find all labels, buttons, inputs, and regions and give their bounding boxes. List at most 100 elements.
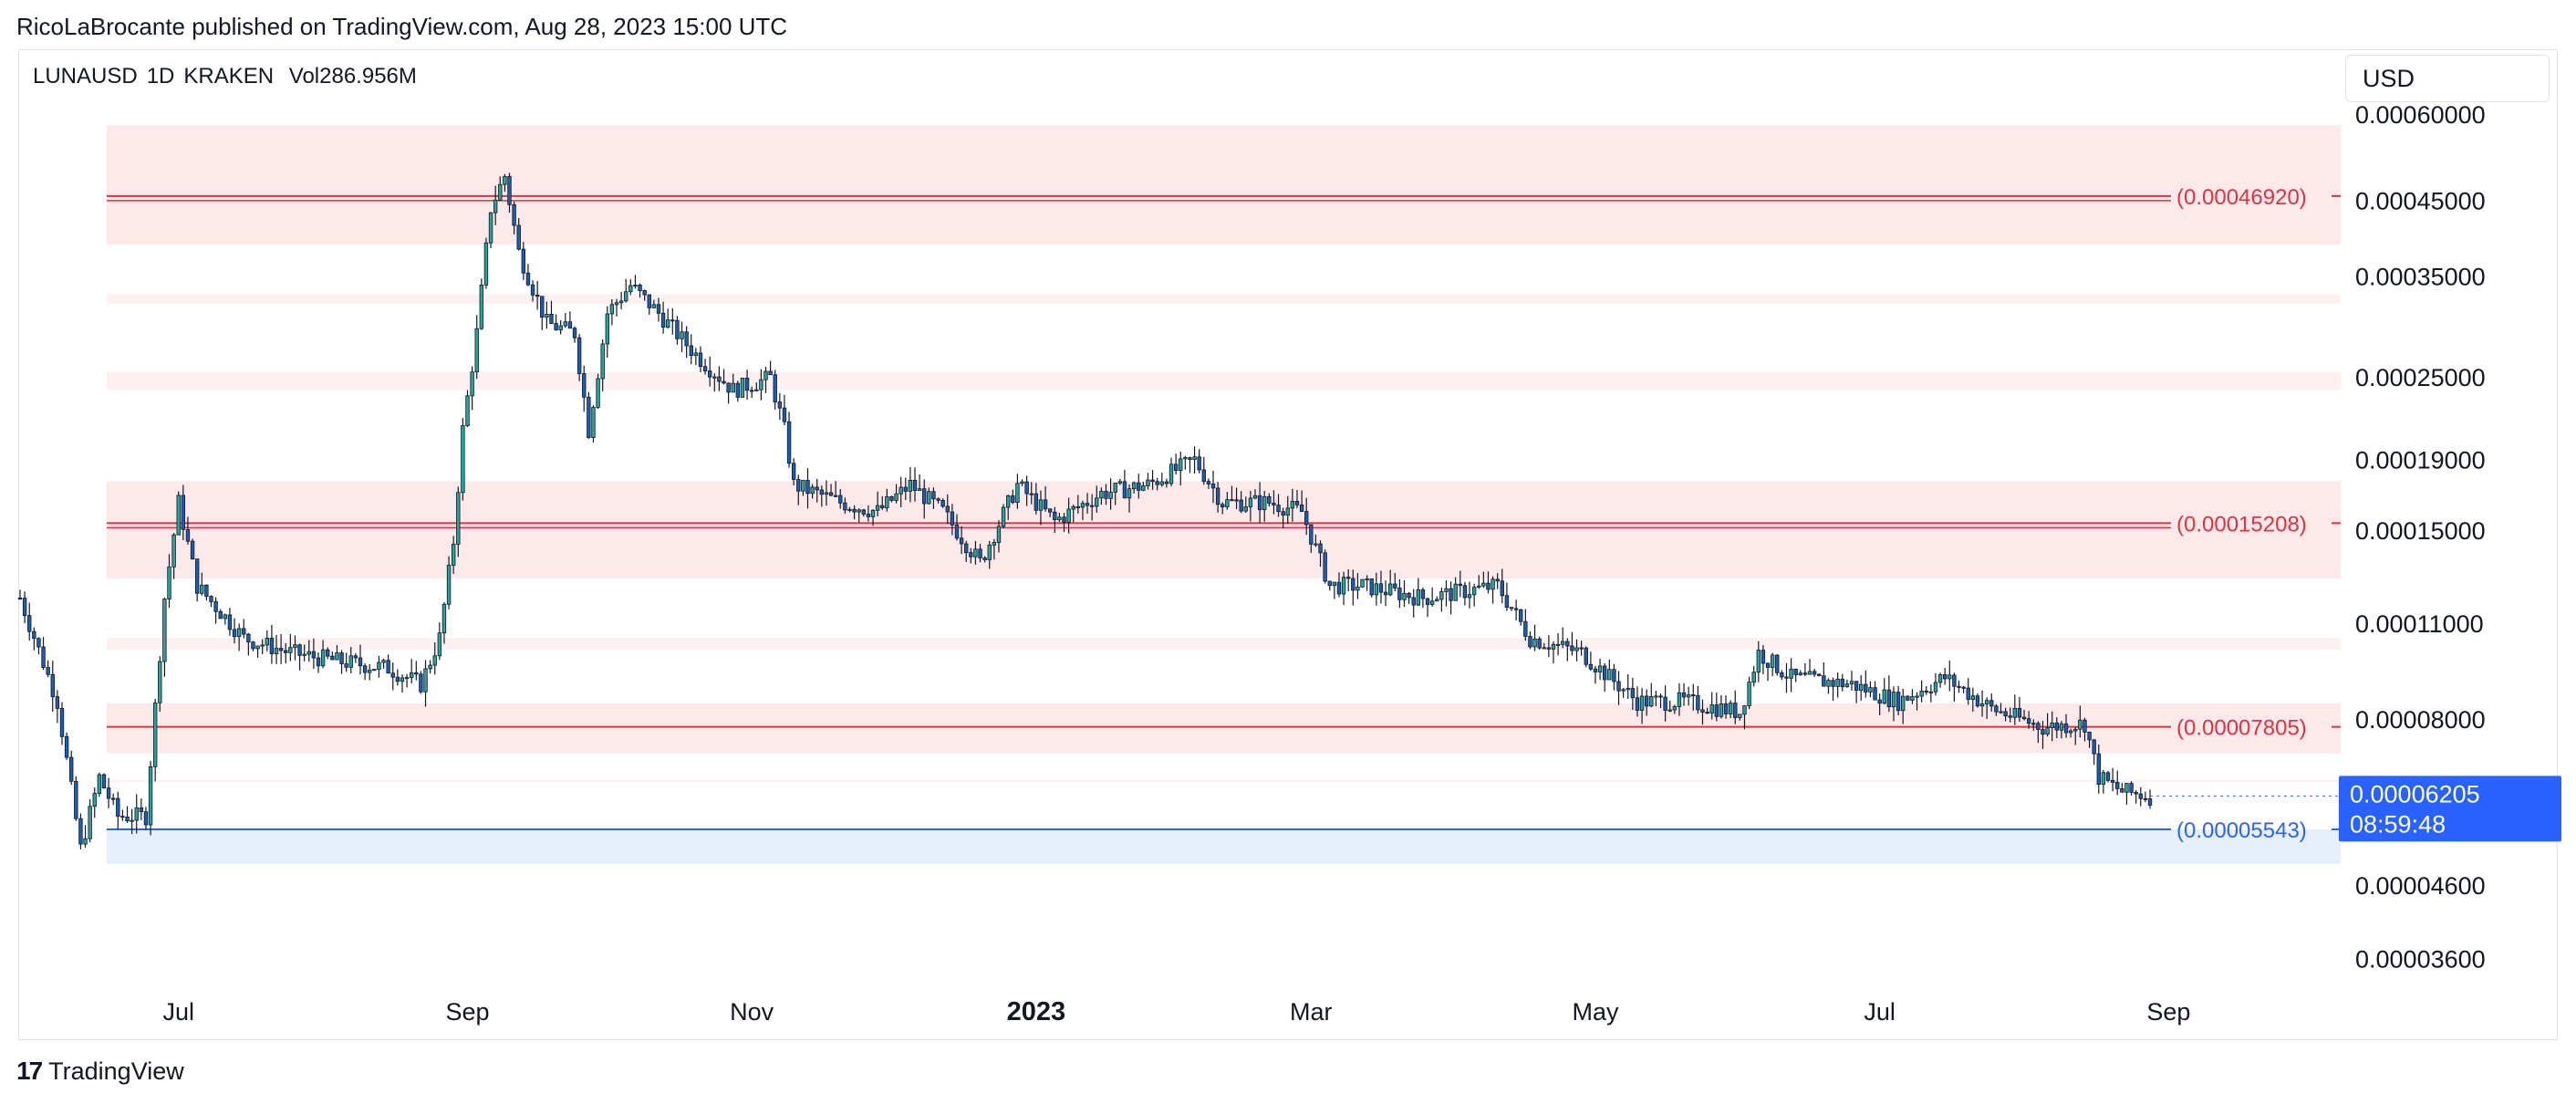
candle [763,366,768,393]
candle [1561,627,1565,649]
candle [88,799,92,843]
candle [1453,577,1458,601]
candle-body [134,807,139,821]
candle-body [410,672,414,678]
candle [1528,630,1532,650]
candle-body [1122,481,1127,499]
candle [1467,581,1472,609]
candle [666,308,670,328]
candle [931,487,936,509]
candle-body [2026,718,2031,724]
candle [828,484,834,496]
candle [1621,688,1626,698]
candle [722,369,726,385]
candle [1966,678,1970,705]
candle-body [1780,672,1784,678]
candle [1901,688,1906,724]
candle [1919,680,1924,703]
candle [185,516,191,545]
candle-body [660,312,666,328]
candle [353,652,358,663]
candle [143,807,149,830]
candle [1979,690,1985,717]
currency-button[interactable]: USD [2345,55,2550,102]
candle-body [190,540,195,560]
candle-body [362,665,368,673]
candle-body [969,552,973,557]
candle-body [1034,493,1039,511]
candle-body [344,663,348,668]
candle [116,791,120,829]
candle [483,237,489,289]
candle-body [2054,722,2060,731]
candle [1686,686,1691,706]
candle-body [2017,707,2022,718]
candle-body [1290,501,1295,509]
candle-body [1942,674,1948,680]
candle-body [1542,647,1546,650]
candle [777,393,783,421]
candle-body [735,382,741,398]
candle [1230,485,1234,502]
candle-body [1658,695,1663,698]
candle [1844,679,1850,688]
candle-body [41,646,46,668]
candle [101,773,107,789]
candle [1341,571,1346,606]
candle-body [1262,495,1267,510]
candle [1345,568,1351,592]
candle-body [1336,581,1342,595]
candle-body [1807,671,1813,675]
zone-light-2 [107,371,2341,391]
candle-body [1817,673,1822,677]
candle [1500,568,1504,604]
candle [1970,687,1976,713]
candle-body [227,614,233,630]
candle-body [516,224,521,250]
candle-body [223,614,228,620]
interval-label[interactable]: 1D [146,64,175,89]
candle [1574,639,1579,661]
candle-body [922,488,927,505]
candle [335,645,339,661]
candle [1075,495,1081,514]
candle [41,637,46,671]
candle [2063,713,2069,738]
candle-body [498,183,503,201]
footer-brand[interactable]: TradingView [48,1057,184,1085]
candle-body [1374,583,1379,596]
candle [759,369,763,401]
candle [1817,673,1822,677]
candle [1043,485,1048,512]
candle-body [269,638,275,654]
candle [749,386,754,399]
candle-body [1183,457,1188,460]
candle-body [609,304,615,315]
candle-body [1089,505,1095,507]
candle-body [465,395,470,426]
candle [158,656,162,713]
candle-body [894,493,898,501]
candle [1183,455,1188,470]
candle-body [185,528,191,542]
candle [437,622,442,661]
symbol-name[interactable]: LUNAUSD [33,64,138,89]
candle [1952,672,1957,702]
candle-body [875,505,880,511]
candle [2143,791,2148,803]
candle [1906,695,1910,702]
candle-body [1210,484,1216,489]
candle [1719,694,1724,719]
candle-body [2096,753,2101,786]
tradingview-logo-icon[interactable]: 17 [16,1057,43,1085]
candle [1262,491,1267,522]
candle-body [1765,662,1771,668]
candle [1523,609,1528,641]
candle-body [507,175,512,205]
candle-body [1873,687,1877,701]
candle-body [246,633,251,643]
candle [1667,700,1672,713]
x-tick-label: Jul [162,998,194,1026]
candle [796,474,801,505]
